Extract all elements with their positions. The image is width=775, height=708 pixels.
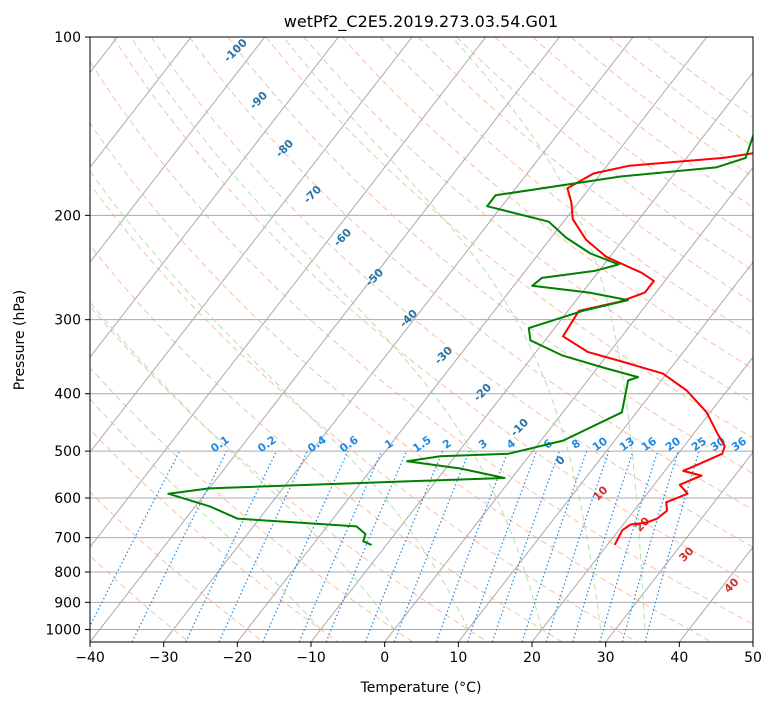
isotherm-line bbox=[605, 451, 753, 642]
dry-adiabat bbox=[90, 491, 264, 642]
dewpoint-profile-line bbox=[167, 133, 753, 546]
dry-adiabat bbox=[265, 37, 753, 439]
y-tick-label: 400 bbox=[54, 387, 81, 403]
x-tick-label: −30 bbox=[149, 650, 179, 666]
mixing-ratio-line bbox=[262, 450, 349, 642]
mixing-ratio-line bbox=[298, 450, 383, 642]
y-tick-label: 900 bbox=[54, 595, 81, 611]
y-tick-label: 500 bbox=[54, 444, 81, 460]
dry-adiabat bbox=[570, 37, 753, 178]
isotherm-line bbox=[90, 37, 266, 264]
x-tick-label: 20 bbox=[523, 650, 541, 666]
y-tick-label: 700 bbox=[54, 531, 81, 547]
x-tick-label: −10 bbox=[296, 650, 326, 666]
isotherm-line bbox=[457, 261, 753, 642]
isotherm-line bbox=[90, 37, 192, 169]
mixing-ratio-line bbox=[131, 450, 228, 642]
x-tick-label: 50 bbox=[744, 650, 762, 666]
mixing-ratio-line bbox=[466, 450, 538, 642]
dry-adiabat bbox=[90, 122, 712, 642]
dry-adiabat bbox=[379, 37, 753, 336]
chart-title: wetPf2_C2E5.2019.273.03.54.G01 bbox=[284, 12, 558, 32]
mixing-ratio-line bbox=[491, 450, 560, 642]
sounding-series bbox=[167, 133, 753, 546]
mixing-ratio-line bbox=[521, 450, 588, 642]
y-tick-label: 100 bbox=[54, 30, 81, 46]
x-tick-label: 10 bbox=[449, 650, 467, 666]
mixing-ratio-line bbox=[545, 450, 610, 642]
dry-adiabat bbox=[150, 37, 753, 548]
dry-adiabat bbox=[90, 244, 563, 642]
mixing-ratio-line bbox=[364, 450, 444, 642]
axes: −40 −30 −20 −10 0 10 20 30 40 50 100 200 300 400 500 60… bbox=[45, 30, 762, 666]
x-tick-label: 40 bbox=[670, 650, 688, 666]
moist-adiabat bbox=[90, 170, 469, 630]
mixing-ratio-line bbox=[435, 450, 509, 642]
moist-adiabat bbox=[282, 37, 602, 630]
isotherm-line bbox=[384, 166, 753, 642]
plot-frame bbox=[89, 36, 754, 643]
isotherm-line bbox=[90, 37, 560, 642]
y-axis-title: Pressure (hPa) bbox=[12, 290, 28, 390]
mixing-ratio-line bbox=[393, 450, 470, 642]
dry-adiabat bbox=[494, 37, 753, 240]
dry-adiabat bbox=[227, 37, 753, 475]
dry-adiabat bbox=[112, 37, 753, 586]
x-tick-label: −20 bbox=[223, 650, 253, 666]
y-tick-label: 300 bbox=[54, 313, 81, 329]
isotherm-line bbox=[163, 37, 634, 642]
x-tick-label: −40 bbox=[75, 650, 105, 666]
plot-area bbox=[90, 37, 753, 642]
isotherm-line bbox=[90, 37, 339, 359]
y-tick-label: 600 bbox=[54, 491, 81, 507]
x-axis-title: Temperature (°C) bbox=[360, 680, 482, 696]
isotherm-line bbox=[236, 37, 708, 642]
y-tick-label: 800 bbox=[54, 565, 81, 581]
y-tick-label: 1000 bbox=[45, 622, 81, 638]
x-tick-label: 30 bbox=[597, 650, 615, 666]
isotherm-line bbox=[90, 37, 413, 453]
dry-adiabat bbox=[90, 183, 638, 642]
dry-adiabat bbox=[341, 37, 753, 370]
isotherm-line bbox=[531, 356, 753, 642]
y-tick-label: 200 bbox=[54, 208, 81, 224]
moist-adiabat bbox=[451, 37, 646, 630]
dry-adiabat bbox=[456, 37, 753, 271]
x-tick-label: 0 bbox=[380, 650, 389, 666]
mixing-ratio-line bbox=[621, 450, 679, 642]
isotherm-line bbox=[90, 37, 487, 548]
moist-adiabat bbox=[90, 301, 395, 630]
moist-adiabat bbox=[130, 37, 543, 630]
mixing-ratio-line bbox=[599, 450, 659, 642]
temperature-profile-line bbox=[562, 152, 753, 546]
mixing-ratio-line bbox=[325, 450, 408, 642]
dry-adiabat bbox=[90, 366, 414, 642]
dry-adiabat bbox=[90, 60, 753, 625]
dry-adiabat bbox=[303, 37, 753, 404]
mixing-ratio-line bbox=[572, 450, 634, 642]
dry-adiabat bbox=[608, 37, 753, 148]
